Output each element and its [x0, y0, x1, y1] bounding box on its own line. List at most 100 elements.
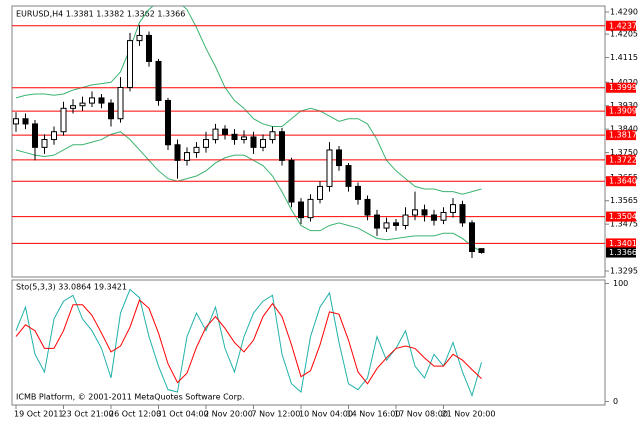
candle-body	[174, 144, 181, 161]
candle-body	[364, 198, 371, 216]
candle-body	[51, 131, 57, 141]
candle-body	[345, 165, 352, 187]
candle-body	[108, 102, 114, 120]
y-tick-label: 1.3295	[610, 267, 638, 276]
candle-body	[307, 198, 314, 219]
y-tick-label: 1.3750	[610, 148, 638, 157]
level-label-box	[606, 106, 636, 117]
candle-body	[70, 105, 76, 109]
candle-body	[440, 211, 447, 221]
level-label: 1.3504	[609, 212, 637, 221]
candle-body	[231, 133, 238, 141]
candle-body	[269, 131, 276, 141]
level-label: 1.3722	[609, 155, 637, 164]
level-label-box	[606, 130, 636, 141]
last-price-box	[606, 247, 636, 258]
indicator-title: Sto(5,3,3) 33.0864 19.3421	[16, 283, 127, 292]
y-tick-label: 1.3840	[610, 125, 638, 134]
sub-plot	[15, 288, 482, 398]
candle-body	[250, 136, 257, 148]
candle-body	[13, 118, 19, 125]
x-tick-label: 10 Nov 04:00	[299, 410, 353, 419]
candle-body	[89, 97, 95, 104]
level-label: 1.3401	[609, 239, 637, 248]
level-label-box	[606, 211, 636, 222]
x-tick-label: 17 Nov 08:00	[394, 410, 448, 419]
candle-body	[288, 159, 295, 203]
candle-body	[459, 204, 466, 224]
candle-body	[165, 99, 171, 146]
candle-body	[32, 123, 38, 148]
candle-body	[117, 86, 124, 120]
candle-body	[450, 204, 456, 213]
level-label: 1.4237	[609, 21, 637, 30]
copyright-note: ICMB Platform, © 2001-2011 MetaQuotes So…	[16, 393, 245, 402]
bollinger-band	[15, 131, 482, 252]
candle-body	[298, 201, 304, 219]
candle-body	[22, 118, 29, 125]
level-label: 1.3999	[609, 83, 637, 92]
y-tick-label: 1.3565	[610, 196, 638, 205]
candle-body	[336, 149, 342, 167]
sub-frame	[11, 279, 606, 406]
stochastic-line	[15, 288, 482, 398]
candle-body	[393, 222, 399, 226]
level-label-box	[606, 238, 636, 249]
candle-body	[184, 152, 190, 161]
candle-body	[469, 222, 475, 252]
x-tick-label: 23 Oct 21:00	[62, 410, 114, 419]
level-label-box	[606, 20, 636, 31]
x-tick-label: 31 Oct 04:00	[157, 410, 209, 419]
candle-body	[260, 139, 266, 148]
candle-body	[222, 128, 228, 135]
candle-body	[193, 146, 200, 154]
candle-body	[155, 60, 162, 101]
candle-body	[127, 40, 133, 88]
x-tick-label: 26 Oct 12:00	[109, 410, 161, 419]
main-frame	[11, 5, 606, 278]
y-tick-label: 1.4205	[610, 30, 638, 39]
level-label: 1.3909	[609, 107, 637, 116]
y-tick-label: 1.3930	[610, 101, 638, 110]
y-tick-label: 1.4290	[610, 7, 638, 16]
x-tick-label: 21 Nov 20:00	[442, 410, 496, 419]
candle-body	[478, 248, 485, 254]
y-tick-label: 100	[613, 279, 628, 288]
x-tick-label: 7 Nov 12:00	[252, 410, 301, 419]
candle-body	[136, 34, 143, 42]
candle-body	[402, 214, 409, 226]
y-tick-label: 1.4020	[610, 78, 638, 87]
y-tick-label: 1.4115	[610, 53, 638, 62]
x-tick-label: 14 Nov 16:00	[347, 410, 401, 419]
level-label: 1.3640	[609, 177, 637, 186]
bollinger-band	[15, 6, 482, 195]
x-tick-label: 2 Nov 20:00	[204, 410, 253, 419]
x-tick-label: 19 Oct 2011	[14, 410, 63, 419]
candle-body	[431, 214, 437, 221]
level-label-box	[606, 176, 636, 187]
candle-body	[383, 222, 390, 229]
candle-body	[146, 34, 152, 62]
candle-body	[60, 107, 67, 133]
candle-body	[79, 102, 86, 107]
candle-body	[355, 185, 361, 200]
candle-body	[203, 139, 209, 148]
candle-body	[326, 149, 333, 187]
candle-body	[412, 209, 418, 216]
last-price-label: 1.3366	[609, 248, 637, 257]
stochastic-line	[15, 299, 482, 385]
candle-body	[41, 139, 48, 148]
candle-body	[212, 128, 219, 141]
candle-body	[98, 97, 105, 104]
y-tick-label: 0	[613, 397, 618, 406]
y-tick-label: 1.3475	[610, 220, 638, 229]
main-plot	[12, 6, 605, 258]
candle-body	[374, 214, 380, 229]
chart-title: EURUSD,H4 1.3381 1.3382 1.3362 1.3366	[16, 10, 185, 19]
level-label-box	[606, 154, 636, 165]
candle-body	[279, 131, 285, 161]
candle-body	[317, 185, 323, 200]
level-label-box	[606, 82, 636, 93]
candle-body	[421, 209, 428, 216]
